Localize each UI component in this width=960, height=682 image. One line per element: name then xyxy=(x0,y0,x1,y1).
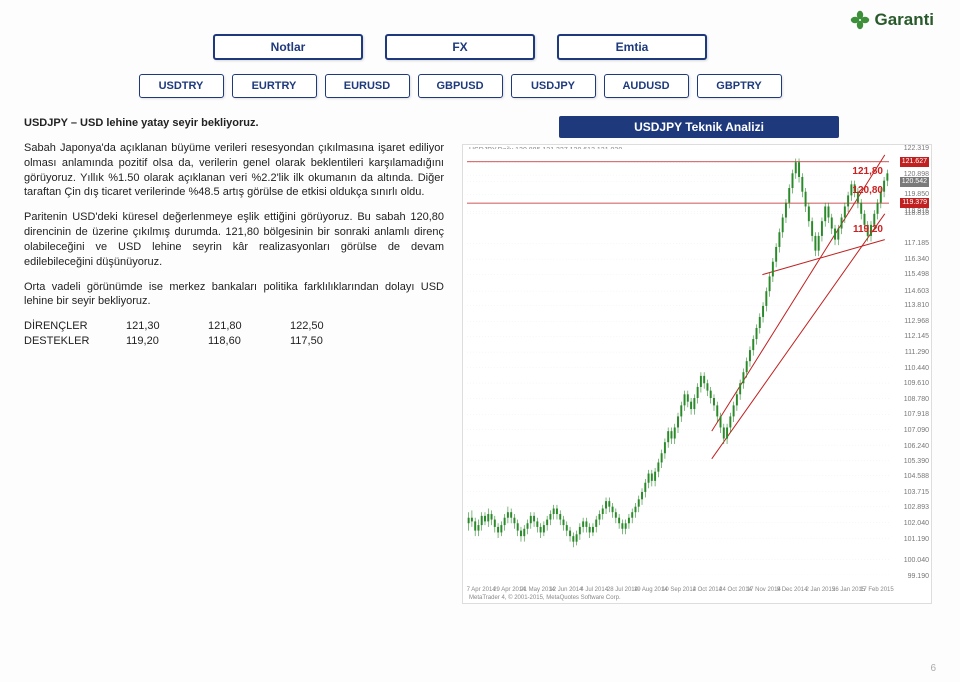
support-2: 118,60 xyxy=(208,334,278,349)
xtick: 17 Nov 2014 xyxy=(747,587,781,593)
currency-tabs: USDTRY EURTRY EURUSD GBPUSD USDJPY AUDUS… xyxy=(0,74,936,98)
subtab-eurtry[interactable]: EURTRY xyxy=(232,74,317,98)
price-marker: 120.542 xyxy=(900,177,929,187)
chart-plot: 121,80 120,80 119,20 xyxy=(467,149,889,575)
subtab-label: AUDUSD xyxy=(622,80,669,92)
ytick: 122.319 xyxy=(904,145,929,152)
support-label: DESTEKLER xyxy=(24,334,114,349)
subtab-gbpusd[interactable]: GBPUSD xyxy=(418,74,503,98)
ytick: 119.850 xyxy=(904,191,929,198)
tab-label: Notlar xyxy=(271,40,306,54)
analysis-p3: Orta vadeli görünümde ise merkez bankala… xyxy=(24,280,444,310)
resist-3: 122,50 xyxy=(290,319,360,334)
tab-label: FX xyxy=(452,40,467,54)
analysis-headline: USDJPY – USD lehine yatay seyir bekliyor… xyxy=(24,116,444,131)
supports-row: DESTEKLER 119,20 118,60 117,50 xyxy=(24,334,444,349)
tab-notlar[interactable]: Notlar xyxy=(213,34,363,60)
chart-annotation: 120,80 xyxy=(852,185,883,196)
content: USDJPY – USD lehine yatay seyir bekliyor… xyxy=(24,116,936,604)
xtick: 12 Jun 2014 xyxy=(549,587,582,593)
chart-yaxis: 122.319121.627121.590120.898120.542119.8… xyxy=(891,149,931,575)
price-marker: 121.627 xyxy=(900,157,929,167)
page-number: 6 xyxy=(930,663,936,674)
chart-container: USDJPY,Daily 120.885 121.327 120.613 121… xyxy=(462,144,932,604)
analysis-text: USDJPY – USD lehine yatay seyir bekliyor… xyxy=(24,116,444,349)
chart-footer: MetaTrader 4, © 2001-2015, MetaQuotes So… xyxy=(469,595,621,601)
chart-annotation: 119,20 xyxy=(853,224,883,235)
tab-label: Emtia xyxy=(616,40,649,54)
ytick: 99.190 xyxy=(908,573,929,580)
chart-column: USDJPY Teknik Analizi USDJPY,Daily 120.8… xyxy=(462,116,936,604)
price-marker: 119.379 xyxy=(900,198,929,208)
subtab-usdjpy[interactable]: USDJPY xyxy=(511,74,596,98)
xtick: 2 Jan 2015 xyxy=(805,587,835,593)
ytick: 103.715 xyxy=(904,489,929,496)
ytick: 107.918 xyxy=(904,411,929,418)
analysis-p2: Paritenin USD'deki küresel değerlenmeye … xyxy=(24,210,444,269)
xtick: 10 Sep 2014 xyxy=(662,587,696,593)
ytick: 102.040 xyxy=(904,520,929,527)
support-1: 119,20 xyxy=(126,334,196,349)
subtab-label: GBPUSD xyxy=(436,80,483,92)
ytick: 107.090 xyxy=(904,427,929,434)
subtab-eurusd[interactable]: EURUSD xyxy=(325,74,410,98)
resistances-row: DİRENÇLER 121,30 121,80 122,50 xyxy=(24,319,444,334)
ytick: 109.610 xyxy=(904,380,929,387)
xtick: 9 Dec 2014 xyxy=(777,587,808,593)
ytick: 115.498 xyxy=(904,271,929,278)
ytick: 112.968 xyxy=(904,318,929,325)
resist-2: 121,80 xyxy=(208,319,278,334)
subtab-label: EURUSD xyxy=(344,80,390,92)
analysis-p1: Sabah Japonya'da açıklanan büyüme verile… xyxy=(24,141,444,200)
subtab-usdtry[interactable]: USDTRY xyxy=(139,74,224,98)
support-3: 117,50 xyxy=(290,334,360,349)
ytick: 113.810 xyxy=(904,302,929,309)
tab-fx[interactable]: FX xyxy=(385,34,535,60)
top-tabs: Notlar FX Emtia xyxy=(0,34,936,60)
ytick: 108.780 xyxy=(904,396,929,403)
xtick: 4 Jul 2014 xyxy=(580,587,608,593)
ytick: 111.290 xyxy=(905,349,929,356)
subtab-label: USDTRY xyxy=(159,80,204,92)
ytick: 110.440 xyxy=(904,365,929,372)
resist-label: DİRENÇLER xyxy=(24,319,114,334)
xtick: 7 Apr 2014 xyxy=(467,587,496,593)
xtick: 17 Feb 2015 xyxy=(860,587,894,593)
subtab-label: GBPTRY xyxy=(716,80,761,92)
tab-emtia[interactable]: Emtia xyxy=(557,34,707,60)
chart-annotation: 121,80 xyxy=(852,166,883,177)
ytick: 114.603 xyxy=(904,288,929,295)
subtab-label: EURTRY xyxy=(252,80,297,92)
ytick: 104.588 xyxy=(904,473,929,480)
subtab-label: USDJPY xyxy=(531,80,575,92)
ytick: 118.818 xyxy=(904,210,929,217)
ytick: 117.185 xyxy=(904,240,929,247)
brand-name: Garanti xyxy=(874,10,934,30)
clover-icon xyxy=(850,10,870,30)
ytick: 106.240 xyxy=(904,443,929,450)
brand-logo: Garanti xyxy=(850,10,934,30)
ytick: 112.145 xyxy=(904,333,929,340)
ytick: 102.893 xyxy=(904,504,929,511)
subtab-audusd[interactable]: AUDUSD xyxy=(604,74,689,98)
ytick: 105.390 xyxy=(904,458,929,465)
ytick: 116.340 xyxy=(904,256,929,263)
chart-title: USDJPY Teknik Analizi xyxy=(559,116,839,138)
subtab-gbptry[interactable]: GBPTRY xyxy=(697,74,782,98)
resist-1: 121,30 xyxy=(126,319,196,334)
ytick: 100.040 xyxy=(904,557,929,564)
xtick: 2 Oct 2014 xyxy=(693,587,722,593)
ytick: 101.190 xyxy=(904,536,929,543)
